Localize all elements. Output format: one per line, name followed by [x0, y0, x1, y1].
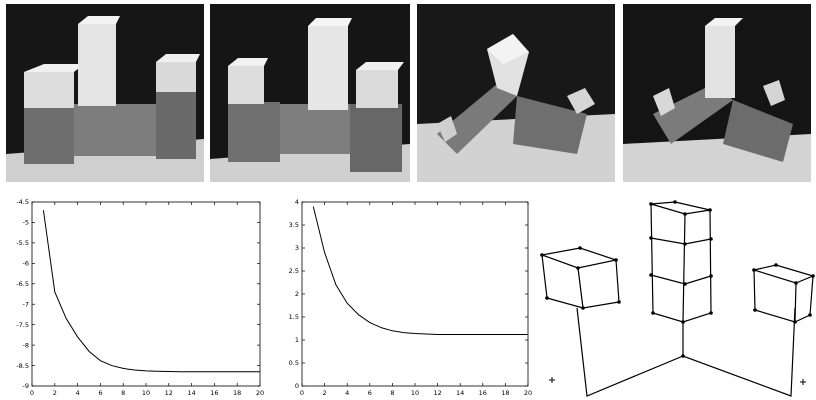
wire-cube-right	[751, 264, 815, 284]
plot-convergence-2: 0 2 4 6 8 10 12 14 16 18 20 0 0.5 1 1.5 2 2.5 3 3.5 4	[289, 198, 532, 397]
y-tick-label: -7.5	[16, 321, 29, 329]
y-tick-label: 1.5	[289, 313, 299, 321]
x-tick-label: 2	[53, 389, 57, 397]
x-tick-label: 16	[479, 389, 487, 397]
x-tick-label: 18	[501, 389, 509, 397]
plot-convergence-1: 0 2 4 6 8 10 12 14 16 18 20 -9 -8.5 -8 -7.5 -7 -6.5 -6 -5.…	[16, 198, 264, 397]
y-tick-label: -4.5	[16, 198, 29, 206]
x-tick-label: 20	[256, 389, 264, 397]
x-tick-label: 10	[411, 389, 419, 397]
y-tick-label: -8.5	[16, 362, 29, 370]
photo-view-3	[417, 4, 615, 182]
series-line	[312, 206, 528, 335]
y-tick-label: -7	[23, 300, 29, 308]
x-tick-label: 8	[390, 389, 394, 397]
x-tick-label: 16	[210, 389, 218, 397]
y-tick-label: 4	[295, 198, 299, 206]
y-tick-label: -9	[23, 382, 29, 390]
x-tick-label: 6	[368, 389, 372, 397]
photo-view-4	[623, 4, 811, 182]
x-tick-label: 6	[98, 389, 102, 397]
x-tick-label: 10	[142, 389, 150, 397]
y-tick-label: 2.5	[289, 267, 299, 275]
y-tick-label: 0.5	[289, 359, 299, 367]
x-tick-label: 20	[524, 389, 532, 397]
wire-tower-top	[650, 201, 711, 215]
y-tick-label: 1	[295, 336, 299, 344]
x-tick-label: 4	[345, 389, 349, 397]
y-tick-label: -6.5	[16, 280, 29, 288]
photo-view-2	[210, 4, 410, 182]
y-tick-label: 0	[295, 382, 299, 390]
wireframe-reconstruction	[539, 200, 815, 397]
y-tick-label: 3	[295, 244, 299, 252]
x-tick-label: 4	[76, 389, 80, 397]
plot-frame	[301, 201, 529, 387]
y-tick-label: -5.5	[16, 239, 29, 247]
wire-cube-left	[539, 247, 619, 269]
series-line	[42, 210, 260, 373]
plot-frame	[31, 201, 261, 387]
y-tick-label: -5	[23, 219, 29, 227]
y-tick-label: -6	[23, 260, 29, 268]
x-tick-label: 2	[323, 389, 327, 397]
y-tick-label: -8	[23, 341, 29, 349]
y-tick-label: 2	[295, 290, 299, 298]
x-tick-label: 12	[433, 389, 441, 397]
x-tick-label: 0	[300, 389, 304, 397]
y-tick-label: 3.5	[289, 221, 299, 229]
x-tick-label: 14	[187, 389, 195, 397]
photo-view-1	[6, 4, 204, 182]
x-tick-label: 14	[456, 389, 464, 397]
x-tick-label: 0	[30, 389, 34, 397]
x-tick-label: 8	[121, 389, 125, 397]
x-tick-label: 18	[233, 389, 241, 397]
x-tick-label: 12	[165, 389, 173, 397]
